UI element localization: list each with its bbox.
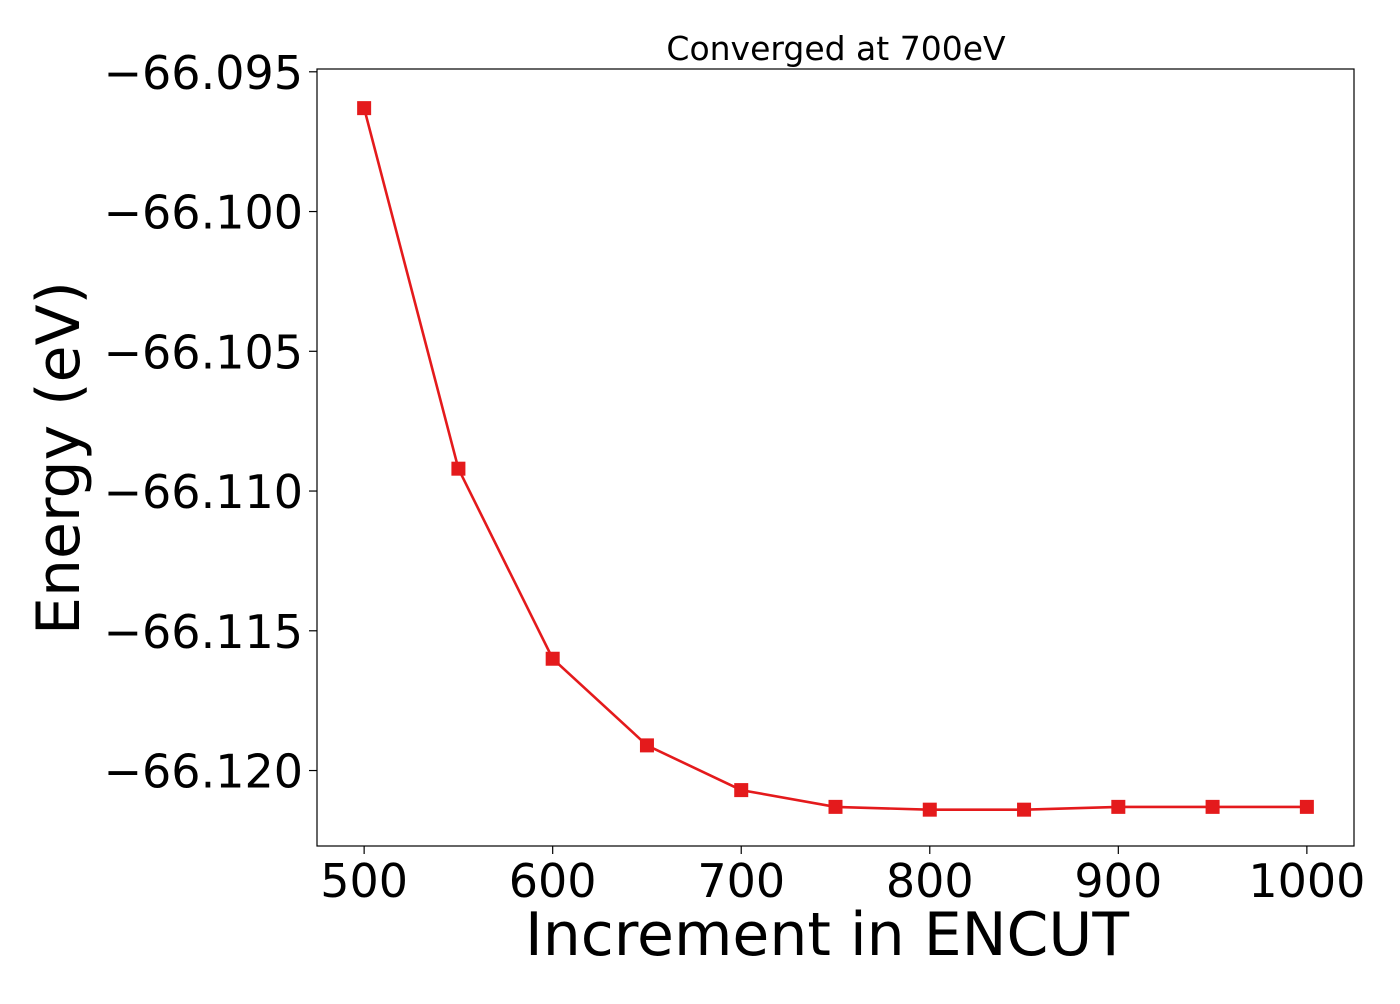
data-point-marker (639, 738, 654, 753)
data-point-marker (1017, 802, 1032, 817)
data-point-marker (1299, 799, 1314, 814)
x-tick-label: 900 (1074, 854, 1162, 908)
x-axis-title: Increment in ENCUT (525, 900, 1129, 970)
data-point-marker (545, 651, 560, 666)
x-tick-label: 700 (697, 854, 785, 908)
data-point-marker (1111, 799, 1126, 814)
y-tick-label: −66.110 (104, 465, 304, 519)
x-tick-label: 800 (886, 854, 974, 908)
y-tick-label: −66.120 (104, 745, 304, 799)
y-tick-label: −66.105 (104, 325, 304, 379)
y-tick-label: −66.115 (104, 605, 304, 659)
x-tick-label: 1000 (1248, 854, 1365, 908)
data-point-marker (1205, 799, 1220, 814)
energy-series-line (362, 107, 1307, 812)
energy-series-markers (357, 101, 1314, 817)
y-tick-label: −66.095 (104, 46, 304, 100)
y-axis-title: Energy (eV) (24, 281, 94, 635)
x-tick-label: 500 (320, 854, 408, 908)
chart-title: Converged at 700eV (666, 29, 1006, 68)
plot-frame (316, 68, 1355, 847)
y-tick-label: −66.100 (104, 186, 304, 240)
data-point-marker (828, 799, 843, 814)
data-point-marker (451, 461, 466, 476)
data-point-marker (357, 101, 372, 116)
data-point-marker (922, 802, 937, 817)
x-axis-ticks: 500 600 700 800 900 1000 (320, 846, 1365, 908)
x-tick-label: 600 (509, 854, 597, 908)
data-point-marker (734, 783, 749, 798)
y-axis-ticks: −66.120 −66.115 −66.110 −66.105 −66.100 −66.0… (104, 46, 317, 799)
